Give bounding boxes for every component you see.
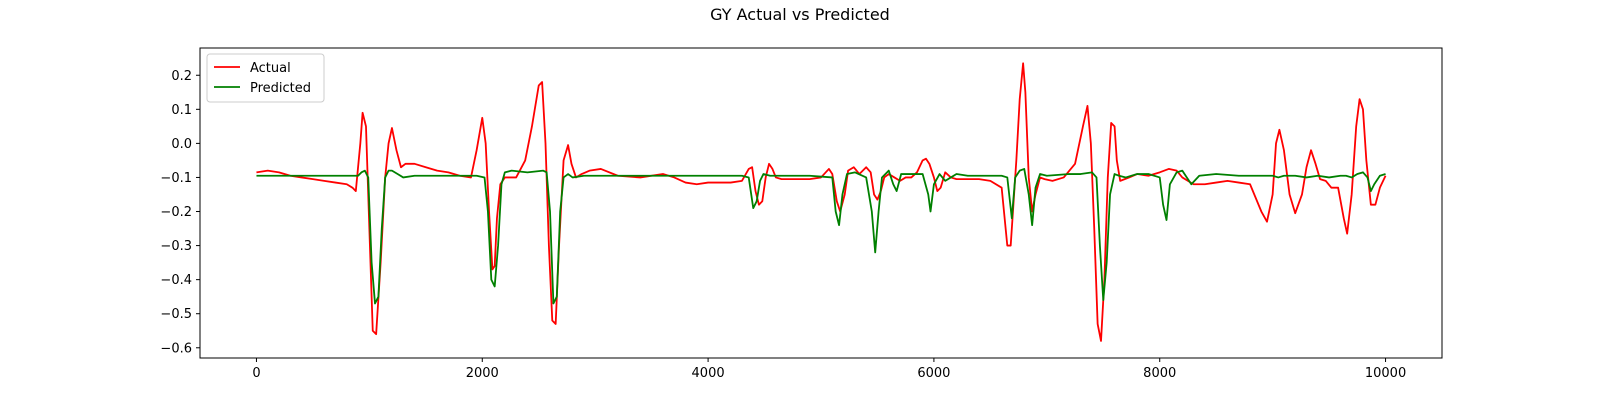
y-tick-label: −0.2 — [160, 205, 192, 220]
x-tick-label: 10000 — [1365, 366, 1406, 381]
series-line-actual — [256, 62, 1387, 342]
x-tick-label: 6000 — [917, 366, 950, 381]
x-tick-label: 8000 — [1143, 366, 1176, 381]
y-tick-label: −0.4 — [160, 273, 192, 288]
chart-title: GY Actual vs Predicted — [710, 5, 890, 24]
x-axis: 0 2000 4000 6000 8000 10000 — [252, 358, 1406, 381]
y-tick-label: 0.2 — [171, 69, 192, 84]
y-tick-label: 0.1 — [171, 103, 192, 118]
legend-label-actual: Actual — [250, 61, 291, 76]
plot-frame — [199, 47, 1443, 359]
x-tick-label: 4000 — [692, 366, 725, 381]
y-tick-label: −0.3 — [160, 239, 192, 254]
x-tick-label: 0 — [252, 366, 260, 381]
y-tick-label: −0.1 — [160, 171, 192, 186]
legend: Actual Predicted — [206, 53, 325, 103]
legend-label-predicted: Predicted — [250, 81, 311, 96]
series-layer — [256, 62, 1387, 342]
y-tick-label: 0.0 — [171, 137, 192, 152]
y-tick-label: −0.5 — [160, 307, 192, 322]
y-axis: −0.6 −0.5 −0.4 −0.3 −0.2 −0.1 0.0 0.1 0.2 — [160, 69, 200, 356]
series-line-predicted — [256, 168, 1386, 305]
y-tick-label: −0.6 — [160, 341, 192, 356]
legend-box — [206, 53, 325, 103]
x-tick-label: 2000 — [466, 366, 499, 381]
